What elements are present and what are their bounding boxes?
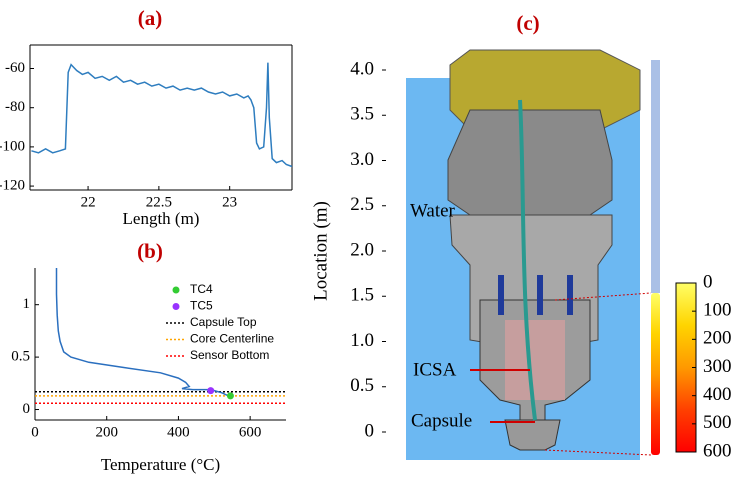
x-tick-label: 0 [31,424,39,440]
core-region [505,320,565,400]
legend-marker [172,303,180,310]
data-line [31,62,293,168]
x-axis-title: Length (m) [123,209,200,228]
capsule-housing [504,419,561,451]
panel-title: (c) [516,11,539,35]
y-tick-label: 2.0 [350,239,374,260]
rod [567,275,573,315]
data-point [226,392,234,400]
y-tick-label: 0.5 [11,349,30,365]
y-tick-label: -60 [5,60,25,76]
y-tick-label: 3.0 [350,149,374,170]
x-tick-label: 22 [81,194,96,210]
y-tick-label: 1 [23,296,31,312]
y-axis-title: Location (m) [310,201,331,301]
legend-label: TC4 [190,282,213,296]
colorbar-tick-label: 200 [703,328,732,349]
reactor-diagram [406,49,660,460]
diagram-label: Capsule [411,410,472,431]
diagram-label: Water [410,200,456,221]
panel-title: (b) [137,239,163,263]
water-bar [651,60,660,293]
x-tick-label: 23 [222,194,237,210]
colorbar-tick-label: 300 [703,356,732,377]
zoom-line [544,449,652,456]
legend-marker [172,286,180,294]
y-tick-label: -120 [0,178,25,194]
sensor-cable [518,99,537,421]
legend-label: Capsule Top [190,315,257,329]
legend-label: Core Centerline [190,332,274,346]
x-tick-label: 600 [239,424,262,440]
y-tick-label: 0.5 [350,375,374,396]
y-tick-label: 1.5 [350,285,374,306]
y-tick-label: 0 [365,420,375,441]
y-tick-label: 1.0 [350,330,374,351]
colorbar-tick-label: 600 [703,440,732,461]
diagram-label: ICSA [413,359,457,380]
colorbar-tick-label: 500 [703,412,732,433]
legend-label: Sensor Bottom [190,348,269,362]
rod [537,275,543,315]
panel-title: (a) [138,6,163,30]
legend-label: TC5 [190,299,213,313]
colorbar-tick-label: 100 [703,300,732,321]
x-axis-title: Temperature (°C) [101,455,220,474]
y-tick-label: 2.5 [350,194,374,215]
y-tick-label: 4.0 [350,58,374,79]
colorbar-tick-label: 400 [703,384,732,405]
rod [498,275,504,315]
x-tick-label: 400 [167,424,190,440]
x-tick-label: 200 [95,424,118,440]
temperature-bar [651,293,660,455]
zoom-line [554,292,652,301]
y-tick-label: -100 [0,138,25,154]
data-point [207,387,215,395]
y-tick-label: 3.5 [350,104,374,125]
colorbar-tick-label: 0 [703,271,713,292]
y-tick-label: 0 [23,401,31,417]
x-tick-label: 22.5 [146,194,172,210]
y-tick-label: -80 [5,99,25,115]
upper-structure [447,109,613,216]
